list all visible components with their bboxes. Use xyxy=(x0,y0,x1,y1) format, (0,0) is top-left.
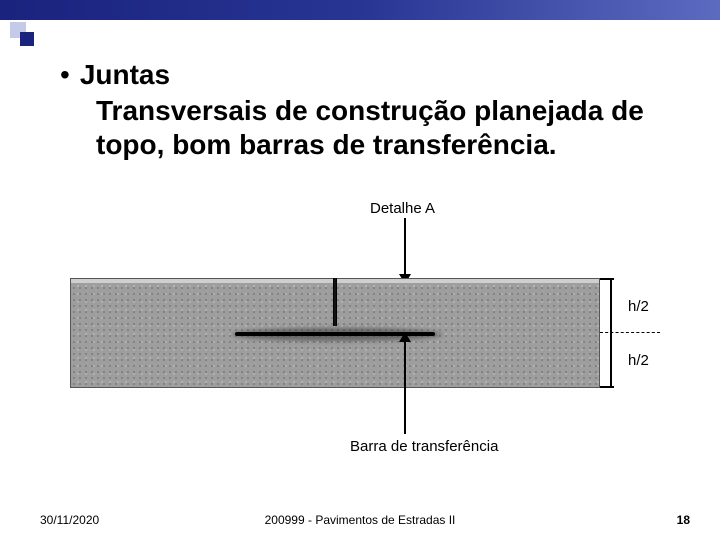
label-detalhe-a: Detalhe A xyxy=(370,200,435,217)
footer: 30/11/2020 200999 - Pavimentos de Estrad… xyxy=(0,510,720,530)
bullet-row: • Juntas xyxy=(60,58,680,92)
slide: • Juntas Transversais de construção plan… xyxy=(0,0,720,540)
corner-square-dark xyxy=(20,32,34,46)
footer-title: 200999 - Pavimentos de Estradas II xyxy=(265,513,456,527)
label-barra-transferencia: Barra de transferência xyxy=(350,438,498,455)
arrow-bottom-line xyxy=(404,338,406,434)
dimension-midline xyxy=(600,332,660,333)
bullet-body: Transversais de construção planejada de … xyxy=(96,94,680,162)
footer-page-number: 18 xyxy=(677,513,690,527)
bullet-marker: • xyxy=(60,58,70,92)
dimension-label-lower: h/2 xyxy=(628,352,649,369)
footer-date: 30/11/2020 xyxy=(40,513,99,527)
dimension-tick-bottom xyxy=(600,386,614,388)
dimension-label-upper: h/2 xyxy=(628,298,649,315)
dimension-vertical-line xyxy=(610,278,612,388)
joint-cut xyxy=(333,278,337,326)
dimension-tick-top xyxy=(600,278,614,280)
arrow-top-line xyxy=(404,218,406,278)
bullet-text-block: • Juntas Transversais de construção plan… xyxy=(60,58,680,162)
diagram: Detalhe A h/2 h/2 Barra de transferência xyxy=(70,200,670,480)
bullet-head: Juntas xyxy=(80,58,170,92)
arrow-bottom-head-icon xyxy=(399,332,411,342)
top-accent-bar xyxy=(0,0,720,20)
